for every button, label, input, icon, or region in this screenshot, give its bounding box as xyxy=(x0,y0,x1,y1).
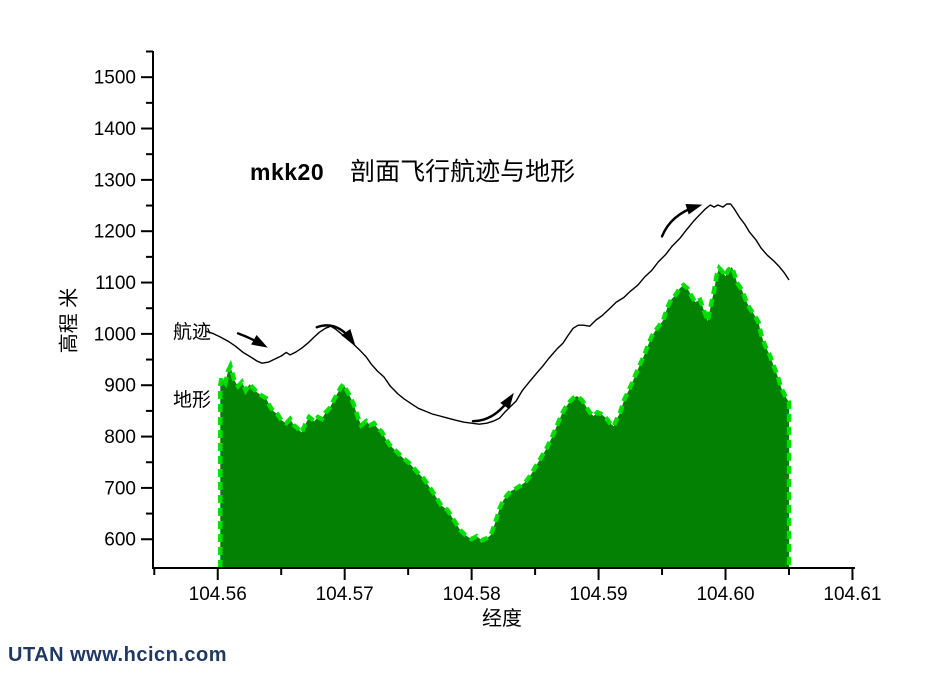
chart-title-prefix: mkk20 xyxy=(250,159,325,185)
flight-direction-arrowhead-3 xyxy=(500,392,514,410)
watermark: UTAN www.hcicn.com xyxy=(8,644,228,666)
x-tick-label: 104.59 xyxy=(570,584,628,605)
y-axis-label: 高程 米 xyxy=(58,287,81,354)
chart-title-text: 剖面飞行航迹与地形 xyxy=(350,158,576,186)
y-tick-label: 1400 xyxy=(94,119,136,140)
x-tick-label: 104.57 xyxy=(316,584,374,605)
x-axis-label: 经度 xyxy=(482,608,522,630)
x-tick-label: 104.61 xyxy=(823,584,881,605)
flight-direction-arrowhead-2 xyxy=(341,328,356,346)
y-tick-label: 600 xyxy=(104,530,136,551)
x-tick-label: 104.58 xyxy=(443,584,501,605)
y-tick-label: 700 xyxy=(104,478,136,499)
x-tick-label: 104.60 xyxy=(696,584,754,605)
y-tick-label: 1000 xyxy=(94,324,136,345)
chart-title: mkk20 剖面飞行航迹与地形 xyxy=(250,152,575,188)
y-tick-label: 900 xyxy=(104,376,136,397)
terrain-area xyxy=(220,267,790,568)
y-tick-label: 1200 xyxy=(94,222,136,243)
flight-direction-arrowhead-4 xyxy=(685,204,703,215)
y-tick-label: 1100 xyxy=(95,273,136,294)
legend-label-terrain: 地形 xyxy=(173,390,212,411)
y-tick-label: 1500 xyxy=(94,68,136,89)
x-tick-label: 104.56 xyxy=(189,584,247,605)
y-tick-label: 1300 xyxy=(94,170,136,191)
legend-label-trajectory: 航迹 xyxy=(173,322,212,343)
terrain-outline xyxy=(218,263,792,568)
axis-frame xyxy=(152,51,855,569)
flight-direction-arrowhead-1 xyxy=(251,334,268,348)
y-tick-label: 800 xyxy=(104,427,136,448)
